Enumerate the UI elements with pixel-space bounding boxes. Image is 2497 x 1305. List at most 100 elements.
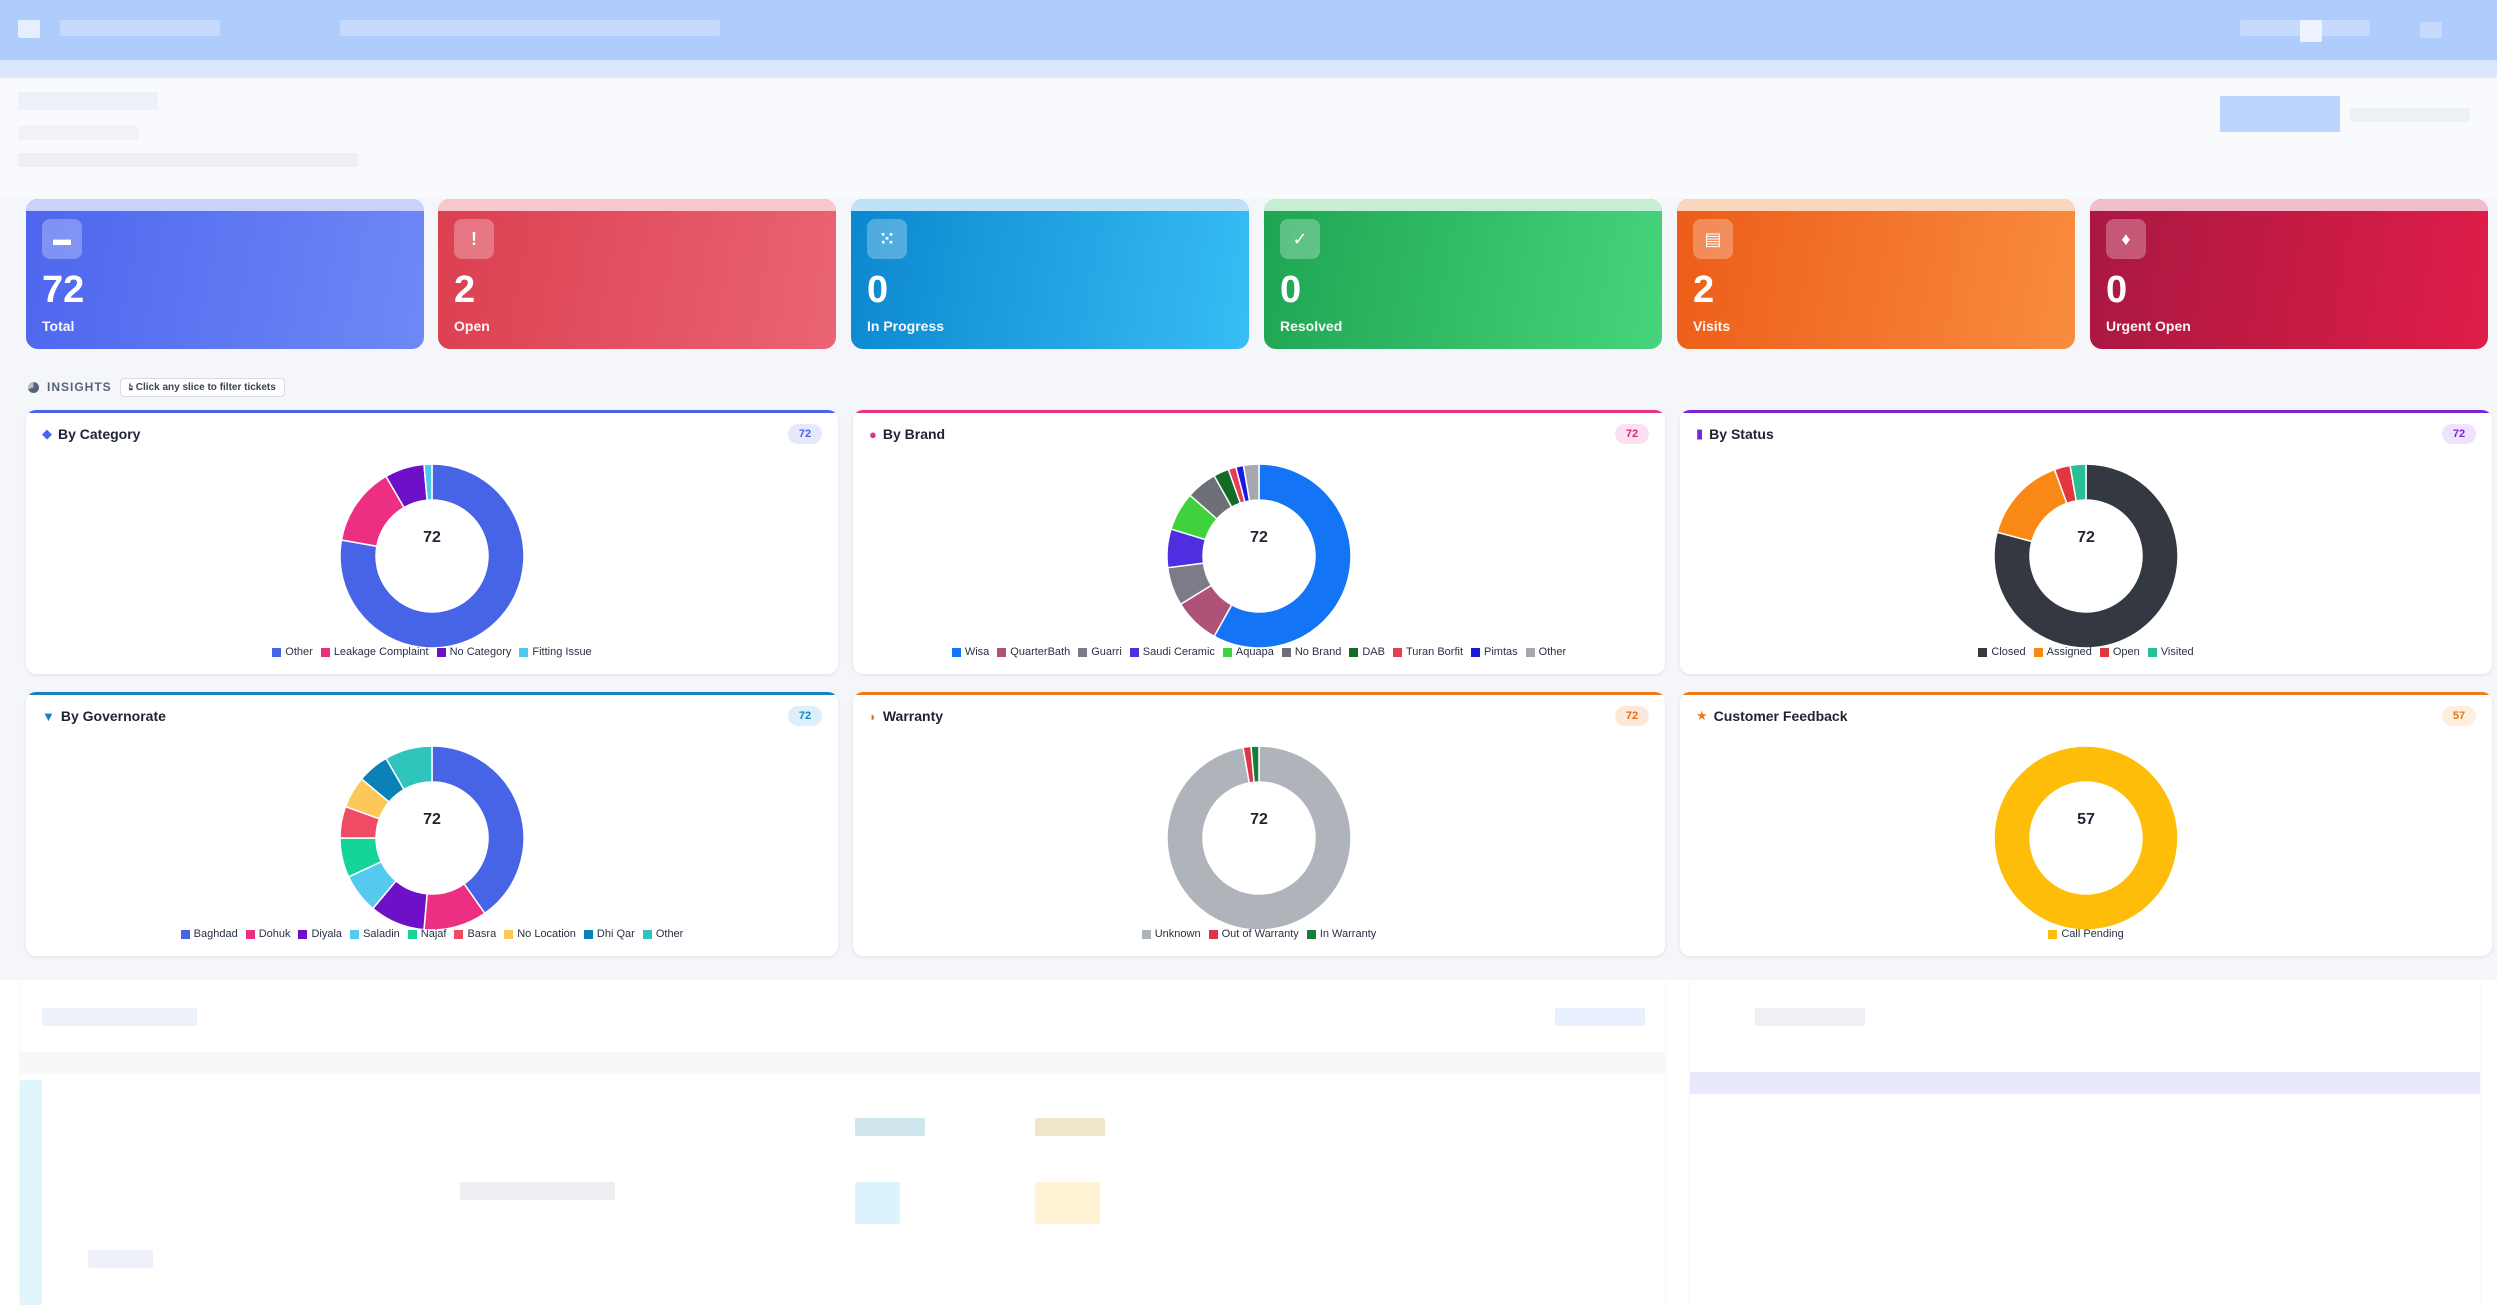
- legend-item[interactable]: Open: [2099, 646, 2140, 658]
- legend-item[interactable]: Baghdad: [180, 928, 238, 940]
- chart-title: ▮ By Status: [1696, 426, 1774, 442]
- legend-item[interactable]: Closed: [1978, 646, 2026, 658]
- stat-card-open[interactable]: ! 2 Open: [438, 199, 836, 349]
- stat-card-urgent-open[interactable]: ♦ 0 Urgent Open: [2090, 199, 2488, 349]
- legend-item[interactable]: DAB: [1349, 646, 1385, 658]
- legend-item[interactable]: Saladin: [350, 928, 400, 940]
- donut-chart[interactable]: [1158, 455, 1360, 657]
- brand-icon: ●: [869, 426, 877, 442]
- legend-item[interactable]: Other: [272, 646, 313, 658]
- stat-card-visits[interactable]: ▤ 2 Visits: [1677, 199, 2075, 349]
- slice-visited[interactable]: [2069, 463, 2087, 502]
- slice-call-pending[interactable]: [1993, 745, 2179, 931]
- stat-label: Visits: [1693, 318, 1731, 334]
- legend-item[interactable]: Other: [1525, 646, 1566, 658]
- legend-item[interactable]: Najaf: [407, 928, 447, 940]
- legend-item[interactable]: Wisa: [951, 646, 989, 658]
- legend-swatch: [504, 929, 514, 939]
- donut-chart[interactable]: [1985, 455, 2187, 657]
- legend-label: Turan Borfit: [1405, 646, 1464, 658]
- legend-item[interactable]: QuarterBath: [997, 646, 1070, 658]
- donut-chart[interactable]: [331, 455, 533, 657]
- legend-item[interactable]: Unknown: [1141, 928, 1201, 940]
- legend-item[interactable]: Call Pending: [2048, 928, 2124, 940]
- legend-swatch: [2048, 929, 2058, 939]
- donut-center-total: 72: [423, 811, 441, 828]
- slice-other[interactable]: [1242, 463, 1260, 502]
- chart-card-by-governorate: ▼ By Governorate 72 72 Baghdad Dohuk Diyala Sal…: [26, 692, 838, 956]
- stat-value: 72: [42, 269, 85, 311]
- chart-legend: Unknown Out of Warranty In Warranty: [853, 928, 1665, 940]
- legend-label: Fitting Issue: [532, 646, 592, 658]
- legend-swatch: [1281, 647, 1291, 657]
- legend-swatch: [245, 929, 255, 939]
- slice-closed[interactable]: [1993, 463, 2179, 649]
- stat-card-cap: [851, 199, 1249, 211]
- legend-label: Najaf: [420, 928, 447, 940]
- slice-wisa[interactable]: [1213, 463, 1352, 649]
- legend-swatch: [2099, 647, 2109, 657]
- card-accent-bar: [1680, 410, 2492, 413]
- legend-label: Baghdad: [193, 928, 238, 940]
- donut-center-total: 72: [1250, 529, 1268, 546]
- legend-item[interactable]: Pimtas: [1471, 646, 1518, 658]
- shield-icon: ◗: [869, 708, 877, 724]
- legend-label: DAB: [1362, 646, 1385, 658]
- slice-other[interactable]: [384, 745, 433, 791]
- legend-item[interactable]: No Category: [436, 646, 512, 658]
- legend-item[interactable]: Aquapa: [1222, 646, 1274, 658]
- card-accent-bar: [26, 410, 838, 413]
- legend-item[interactable]: No Brand: [1281, 646, 1341, 658]
- legend-item[interactable]: Out of Warranty: [1208, 928, 1299, 940]
- legend-label: Other: [285, 646, 313, 658]
- count-badge: 72: [788, 706, 822, 726]
- donut-chart[interactable]: [1158, 737, 1360, 939]
- legend-label: Aquapa: [1235, 646, 1274, 658]
- legend-item[interactable]: Leakage Complaint: [320, 646, 429, 658]
- legend-item[interactable]: No Location: [504, 928, 576, 940]
- legend-swatch: [436, 647, 446, 657]
- legend-item[interactable]: Dohuk: [245, 928, 290, 940]
- legend-label: In Warranty: [1319, 928, 1377, 940]
- legend-label: Closed: [1991, 646, 2026, 658]
- stat-label: Urgent Open: [2106, 318, 2191, 334]
- page-header: [0, 78, 2497, 198]
- slice-fitting-issue[interactable]: [423, 463, 433, 502]
- legend-label: Open: [2112, 646, 2140, 658]
- donut-chart[interactable]: [331, 737, 533, 939]
- legend-label: No Category: [449, 646, 512, 658]
- legend-item[interactable]: In Warranty: [1306, 928, 1377, 940]
- legend-swatch: [1141, 929, 1151, 939]
- stat-card-resolved[interactable]: ✓ 0 Resolved: [1264, 199, 1662, 349]
- alert-icon: !: [454, 219, 494, 259]
- legend-item[interactable]: Visited: [2147, 646, 2194, 658]
- tickets-table-area: [0, 980, 2497, 1305]
- card-accent-bar: [26, 692, 838, 695]
- legend-label: Saudi Ceramic: [1142, 646, 1215, 658]
- legend-item[interactable]: Dhi Qar: [583, 928, 635, 940]
- donut-chart[interactable]: [1985, 737, 2187, 939]
- chart-legend: Wisa QuarterBath Guarri Saudi Ceramic Aquapa…: [853, 646, 1665, 658]
- legend-item[interactable]: Basra: [454, 928, 496, 940]
- legend-item[interactable]: Diyala: [298, 928, 342, 940]
- legend-item[interactable]: Saudi Ceramic: [1129, 646, 1215, 658]
- slice-baghdad[interactable]: [431, 745, 525, 915]
- legend-item[interactable]: Turan Borfit: [1392, 646, 1464, 658]
- legend-label: Pimtas: [1484, 646, 1518, 658]
- legend-label: Call Pending: [2061, 928, 2124, 940]
- legend-item[interactable]: Guarri: [1078, 646, 1122, 658]
- stat-card-in-progress[interactable]: ⁙ 0 In Progress: [851, 199, 1249, 349]
- legend-label: Assigned: [2046, 646, 2092, 658]
- slice-other[interactable]: [339, 463, 525, 649]
- slice-assigned[interactable]: [1996, 468, 2068, 543]
- legend-swatch: [272, 647, 282, 657]
- chart-title: ▼ By Governorate: [42, 708, 166, 724]
- stat-card-total[interactable]: ▬ 72 Total: [26, 199, 424, 349]
- legend-item[interactable]: Other: [642, 928, 683, 940]
- chart-icon: [28, 381, 39, 393]
- legend-item[interactable]: Fitting Issue: [519, 646, 592, 658]
- slice-in-warranty[interactable]: [1250, 745, 1260, 784]
- slice-unknown[interactable]: [1166, 745, 1352, 931]
- legend-item[interactable]: Assigned: [2033, 646, 2092, 658]
- legend-label: Leakage Complaint: [333, 646, 429, 658]
